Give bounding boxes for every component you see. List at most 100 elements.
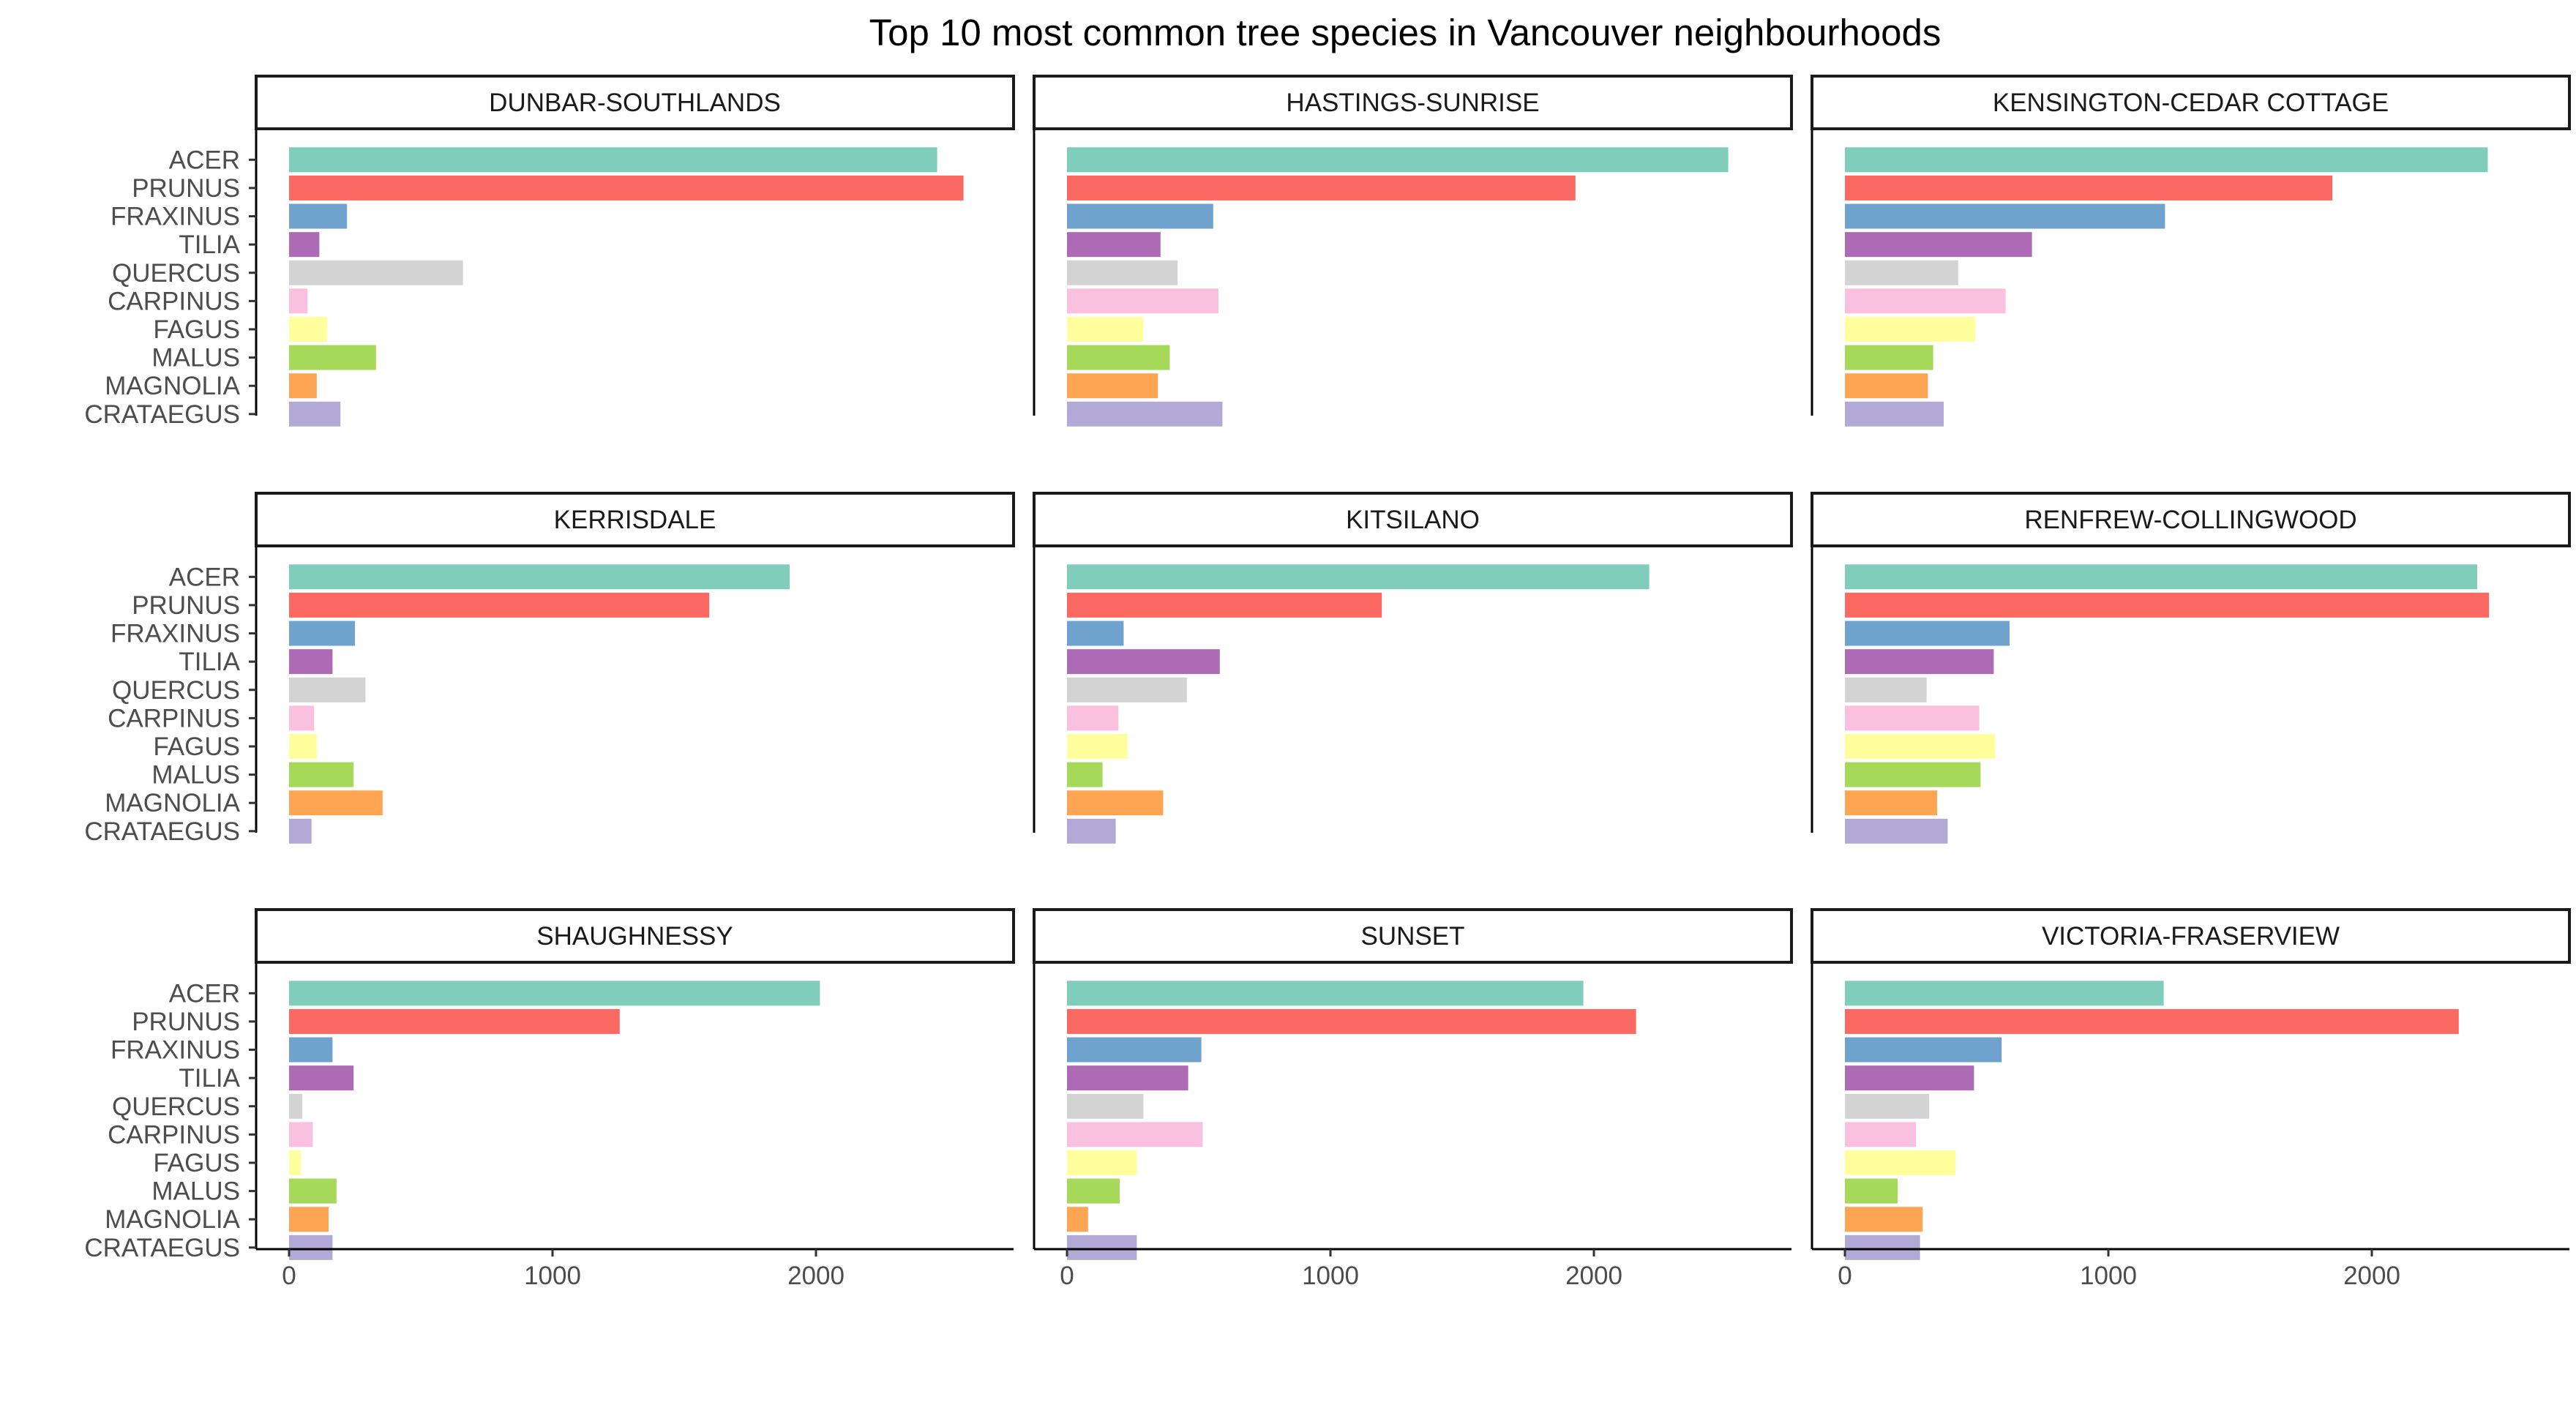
panel-title-sunset: SUNSET: [1361, 922, 1465, 951]
y-tick-label-shaughnessy-crataegus: CRATAEGUS: [84, 1234, 240, 1262]
panel-strip-victoria-fraserview: [1811, 908, 2571, 964]
bar-kerrisdale-malus: [289, 762, 354, 787]
bar-hastings-sunrise-acer: [1067, 147, 1729, 173]
bar-kerrisdale-prunus: [289, 592, 710, 618]
panel-strip-dunbar-southlands: [255, 75, 1015, 130]
bar-hastings-sunrise-malus: [1067, 345, 1170, 370]
bar-sunset-quercus: [1067, 1093, 1144, 1119]
bar-dunbar-southlands-prunus: [289, 175, 964, 201]
bar-renfrew-collingwood-magnolia: [1845, 790, 1937, 816]
bar-kitsilano-fraxinus: [1067, 621, 1124, 646]
bar-renfrew-collingwood-fagus: [1845, 734, 1996, 759]
x-tick-label-sunset-0: 0: [1060, 1262, 1074, 1290]
y-tick-label-kerrisdale-fraxinus: FRAXINUS: [111, 620, 240, 648]
panel-title-renfrew-collingwood: RENFREW-COLLINGWOOD: [2024, 506, 2356, 534]
x-tick-label-shaughnessy-0: 0: [282, 1262, 296, 1290]
bar-dunbar-southlands-fagus: [289, 317, 328, 342]
x-tick-label-victoria-fraserview-0: 0: [1838, 1262, 1852, 1290]
bar-kitsilano-crataegus: [1067, 818, 1116, 844]
chart-title: Top 10 most common tree species in Vanco…: [869, 12, 1942, 53]
x-tick-label-sunset-1000: 1000: [1302, 1262, 1359, 1290]
panel-title-kerrisdale: KERRISDALE: [554, 506, 716, 534]
bar-sunset-fraxinus: [1067, 1037, 1202, 1063]
bar-shaughnessy-malus: [289, 1178, 337, 1204]
x-tick-label-victoria-fraserview-1000: 1000: [2080, 1262, 2137, 1290]
panel-dunbar-southlands: DUNBAR-SOUTHLANDS ACERPRUNUSFRAXINUSTILIA…: [84, 75, 1015, 429]
bar-kitsilano-carpinus: [1067, 705, 1119, 731]
y-tick-label-shaughnessy-prunus: PRUNUS: [132, 1008, 240, 1036]
bar-kensington-cedar-cottage-carpinus: [1845, 288, 2006, 314]
bar-sunset-fagus: [1067, 1150, 1137, 1175]
panel-title-dunbar-southlands: DUNBAR-SOUTHLANDS: [489, 89, 781, 117]
y-tick-label-shaughnessy-magnolia: MAGNOLIA: [105, 1205, 240, 1234]
y-tick-label-dunbar-southlands-tilia: TILIA: [179, 231, 240, 259]
panel-title-kensington-cedar-cottage: KENSINGTON-CEDAR COTTAGE: [1993, 89, 2389, 117]
bar-victoria-fraserview-prunus: [1845, 1008, 2459, 1034]
bar-renfrew-collingwood-acer: [1845, 564, 2477, 590]
bar-shaughnessy-fagus: [289, 1150, 302, 1175]
bar-sunset-crataegus: [1067, 1234, 1137, 1260]
bar-kerrisdale-fagus: [289, 734, 317, 759]
bar-renfrew-collingwood-carpinus: [1845, 705, 1980, 731]
bar-kitsilano-fagus: [1067, 734, 1128, 759]
y-tick-label-dunbar-southlands-carpinus: CARPINUS: [108, 287, 240, 315]
bar-shaughnessy-prunus: [289, 1008, 620, 1034]
panel-sunset: SUNSET 0 1000 2000: [1033, 908, 1793, 1290]
bar-victoria-fraserview-acer: [1845, 981, 2164, 1006]
bar-kitsilano-magnolia: [1067, 790, 1164, 816]
bar-dunbar-southlands-acer: [289, 147, 937, 173]
bar-shaughnessy-tilia: [289, 1065, 354, 1091]
bar-victoria-fraserview-magnolia: [1845, 1207, 1923, 1232]
bar-shaughnessy-acer: [289, 981, 820, 1006]
bar-victoria-fraserview-crataegus: [1845, 1234, 1920, 1260]
bar-kerrisdale-quercus: [289, 677, 366, 702]
panel-strip-hastings-sunrise: [1033, 75, 1793, 130]
panel-strip-kitsilano: [1033, 492, 1793, 547]
bar-kensington-cedar-cottage-fagus: [1845, 317, 1976, 342]
panel-title-kitsilano: KITSILANO: [1346, 506, 1480, 534]
panel-hastings-sunrise: HASTINGS-SUNRISE: [1033, 75, 1793, 427]
bar-shaughnessy-carpinus: [289, 1122, 313, 1147]
y-tick-label-kerrisdale-carpinus: CARPINUS: [108, 704, 240, 733]
x-tick-label-shaughnessy-1000: 1000: [524, 1262, 581, 1290]
x-tick-label-sunset-2000: 2000: [1565, 1262, 1622, 1290]
bar-kitsilano-prunus: [1067, 592, 1382, 618]
panel-shaughnessy: SHAUGHNESSY ACERPRUNUSFRAXINUSTILIAQUERCU…: [84, 908, 1015, 1290]
bar-kensington-cedar-cottage-acer: [1845, 147, 2488, 173]
y-tick-label-kerrisdale-fagus: FAGUS: [153, 733, 240, 761]
bar-sunset-carpinus: [1067, 1122, 1203, 1147]
panels-layer: DUNBAR-SOUTHLANDSACERPRUNUSFRAXINUSTILIA…: [84, 75, 2571, 1290]
y-tick-label-dunbar-southlands-magnolia: MAGNOLIA: [105, 372, 240, 400]
y-tick-label-dunbar-southlands-fraxinus: FRAXINUS: [111, 203, 240, 231]
bar-hastings-sunrise-prunus: [1067, 175, 1576, 201]
bar-dunbar-southlands-tilia: [289, 232, 320, 258]
panel-strip-sunset: [1033, 908, 1793, 964]
bar-renfrew-collingwood-crataegus: [1845, 818, 1948, 844]
bar-kensington-cedar-cottage-magnolia: [1845, 373, 1928, 399]
bar-victoria-fraserview-tilia: [1845, 1065, 1974, 1091]
panel-strip-kensington-cedar-cottage: [1811, 75, 2571, 130]
bar-shaughnessy-crataegus: [289, 1234, 333, 1260]
bar-hastings-sunrise-magnolia: [1067, 373, 1158, 399]
panel-strip-renfrew-collingwood: [1811, 492, 2571, 547]
panel-renfrew-collingwood: RENFREW-COLLINGWOOD: [1811, 492, 2571, 844]
x-tick-label-shaughnessy-2000: 2000: [787, 1262, 845, 1290]
y-tick-label-kerrisdale-malus: MALUS: [151, 761, 240, 790]
y-tick-label-shaughnessy-fagus: FAGUS: [153, 1149, 240, 1177]
panel-strip-kerrisdale: [255, 492, 1015, 547]
y-tick-label-shaughnessy-acer: ACER: [169, 979, 240, 1008]
bar-sunset-prunus: [1067, 1008, 1636, 1034]
bar-kerrisdale-fraxinus: [289, 621, 355, 646]
bar-renfrew-collingwood-prunus: [1845, 592, 2490, 618]
panel-title-shaughnessy: SHAUGHNESSY: [536, 922, 733, 951]
bar-hastings-sunrise-carpinus: [1067, 288, 1218, 314]
bar-renfrew-collingwood-quercus: [1845, 677, 1927, 702]
y-tick-label-shaughnessy-fraxinus: FRAXINUS: [111, 1036, 240, 1065]
bar-sunset-tilia: [1067, 1065, 1188, 1091]
bar-kitsilano-acer: [1067, 564, 1650, 590]
y-tick-label-shaughnessy-carpinus: CARPINUS: [108, 1120, 240, 1149]
y-tick-label-kerrisdale-magnolia: MAGNOLIA: [105, 789, 240, 817]
y-tick-label-kerrisdale-tilia: TILIA: [179, 648, 240, 676]
y-tick-label-shaughnessy-quercus: QUERCUS: [112, 1093, 240, 1121]
